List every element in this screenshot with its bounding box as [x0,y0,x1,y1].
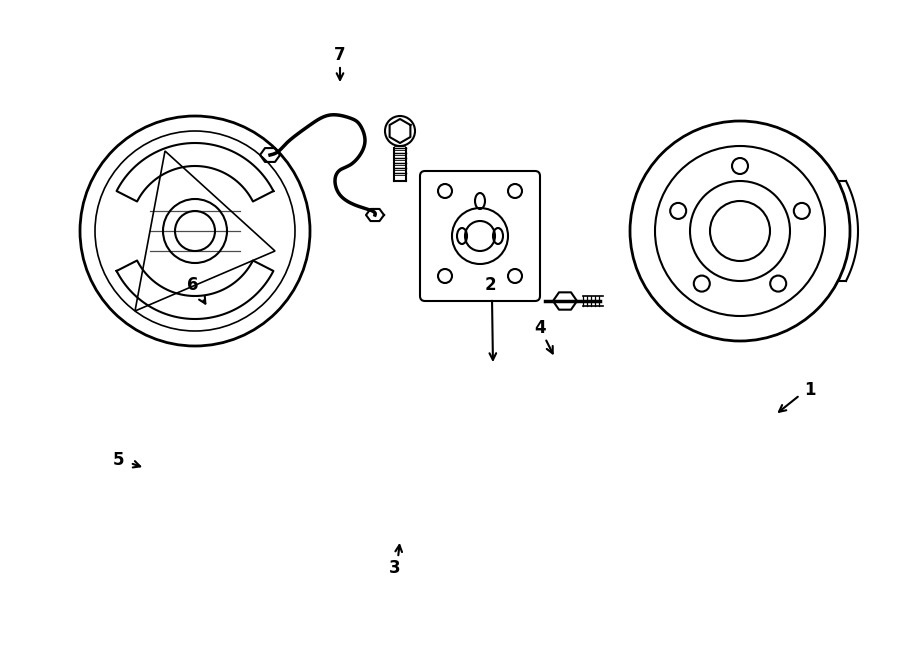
Text: 7: 7 [334,46,346,64]
Text: 3: 3 [389,559,400,577]
Text: 6: 6 [187,276,199,294]
Text: 2: 2 [484,276,496,294]
Text: 5: 5 [112,451,124,469]
Text: 4: 4 [535,319,545,337]
Text: 1: 1 [805,381,815,399]
